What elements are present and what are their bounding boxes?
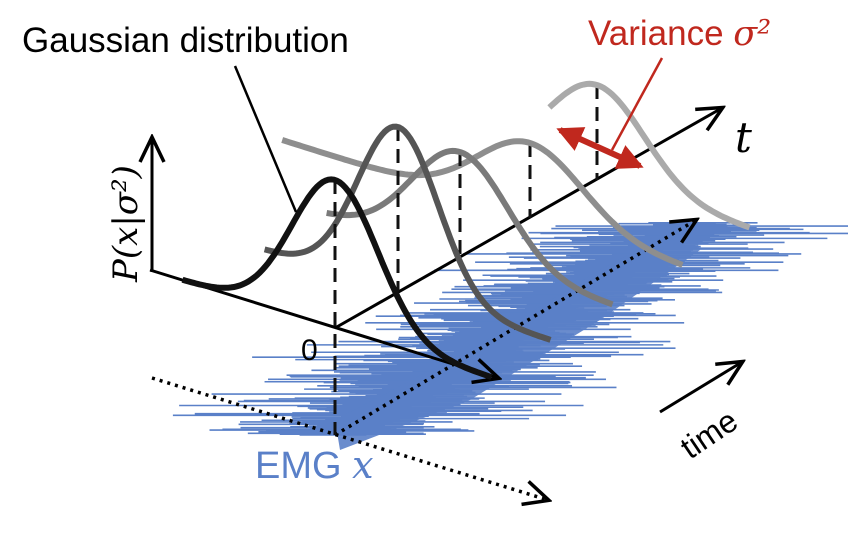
gaussian-curves — [181, 80, 751, 435]
variance-double-arrow — [556, 127, 644, 169]
variance-text: Variance — [588, 14, 733, 53]
gaussian-curve — [547, 80, 751, 231]
origin-label: 0 — [301, 334, 318, 367]
emg-band — [335, 222, 700, 450]
emg-axis-dotted — [151, 376, 548, 500]
gaussian-curve — [181, 176, 493, 380]
time-arrow — [659, 362, 742, 414]
time-label: time — [674, 402, 744, 466]
sigma-squared: σ² — [733, 14, 771, 54]
gaussian-pointer-line — [233, 65, 298, 213]
gaussian-curve — [263, 123, 552, 343]
gaussian-curve — [281, 137, 684, 268]
axes — [150, 108, 742, 500]
t-axis-label: t — [735, 113, 752, 162]
emg-variable: x — [352, 443, 373, 487]
emg-text: EMG — [255, 445, 352, 487]
gaussian-curve — [326, 147, 614, 308]
gaussian-label: Gaussian distribution — [22, 21, 349, 60]
emg-signal — [172, 222, 848, 450]
y-axis-label: P(x|σ²) — [106, 165, 146, 283]
emg-label: EMG x — [255, 443, 374, 487]
variance-label: Variance σ² — [588, 14, 771, 54]
